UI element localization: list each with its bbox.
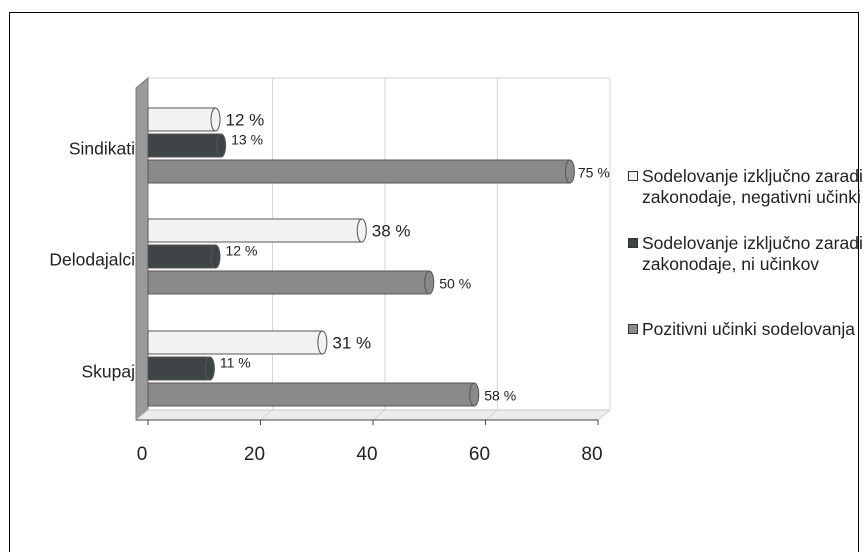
legend-item-pozitivni: Pozitivni učinki sodelovanja	[628, 319, 864, 340]
bar-skupaj-2	[147, 382, 475, 407]
data-label-delodajalci-1: 12 %	[226, 243, 258, 259]
legend-swatch-ni-ucinkov	[628, 238, 638, 248]
bar-skupaj-1	[147, 356, 211, 381]
plot-side-wall	[135, 76, 149, 422]
category-label-delodajalci: Delodajalci	[49, 250, 135, 270]
x-tick-label-60: 60	[469, 444, 490, 465]
bar-skupaj-0	[147, 330, 323, 355]
bar-delodajalci-2	[147, 270, 430, 295]
x-tick-label-80: 80	[581, 444, 602, 465]
data-label-skupaj-2: 58 %	[484, 388, 516, 404]
data-label-delodajalci-0: 38 %	[372, 222, 411, 241]
chart-frame	[9, 12, 859, 552]
legend-swatch-negativni	[628, 171, 638, 181]
gridline-floor-20	[260, 409, 273, 421]
x-tick-label-40: 40	[356, 444, 377, 465]
gridline-floor-40	[372, 409, 386, 421]
plot-floor	[134, 409, 612, 421]
legend-item-ni-ucinkov: Sodelovanje izključno zaradi zakonodaje,…	[628, 233, 864, 275]
bar-chart: 0 20 40 60 80 Sindikati 12 % 13 % 75 % Delodajalc…	[49, 76, 612, 465]
data-label-sindikati-0: 12 %	[226, 111, 265, 130]
bar-skupaj-2-cap	[469, 382, 480, 407]
bar-delodajalci-1	[147, 244, 216, 269]
legend-swatch-pozitivni	[628, 324, 638, 334]
bar-sindikati-0-cap	[210, 107, 221, 132]
x-tick-label-0: 0	[137, 444, 148, 465]
data-label-sindikati-2: 75 %	[578, 165, 610, 181]
bar-sindikati-1	[147, 133, 222, 158]
bar-sindikati-0	[147, 107, 216, 132]
bar-sindikati-2-cap	[564, 159, 575, 184]
data-label-skupaj-0: 31 %	[332, 334, 371, 353]
bar-delodajalci-1-cap	[210, 244, 221, 269]
category-label-sindikati: Sindikati	[69, 139, 135, 159]
data-label-sindikati-1: 13 %	[231, 132, 263, 148]
gridline-floor-60	[485, 409, 498, 421]
gridline-floor-80	[597, 409, 611, 421]
data-label-delodajalci-2: 50 %	[439, 276, 471, 292]
legend-label-ni-ucinkov: Sodelovanje izključno zaradi zakonodaje,…	[642, 233, 863, 274]
bar-delodajalci-0-cap	[356, 218, 367, 243]
x-tick-label-20: 20	[244, 444, 265, 465]
legend-label-negativni: Sodelovanje izključno zaradi zakonodaje,…	[642, 166, 863, 207]
bar-skupaj-0-cap	[317, 330, 328, 355]
legend-item-negativni: Sodelovanje izključno zaradi zakonodaje,…	[628, 166, 864, 208]
bar-sindikati-2	[147, 159, 571, 184]
bar-sindikati-1-cap	[216, 133, 227, 158]
legend-label-pozitivni: Pozitivni učinki sodelovanja	[642, 319, 856, 339]
data-label-skupaj-1: 11 %	[220, 355, 251, 371]
category-label-skupaj: Skupaj	[81, 362, 135, 382]
bar-delodajalci-2-cap	[424, 270, 435, 295]
bar-skupaj-1-cap	[204, 356, 215, 381]
bar-delodajalci-0	[147, 218, 363, 243]
